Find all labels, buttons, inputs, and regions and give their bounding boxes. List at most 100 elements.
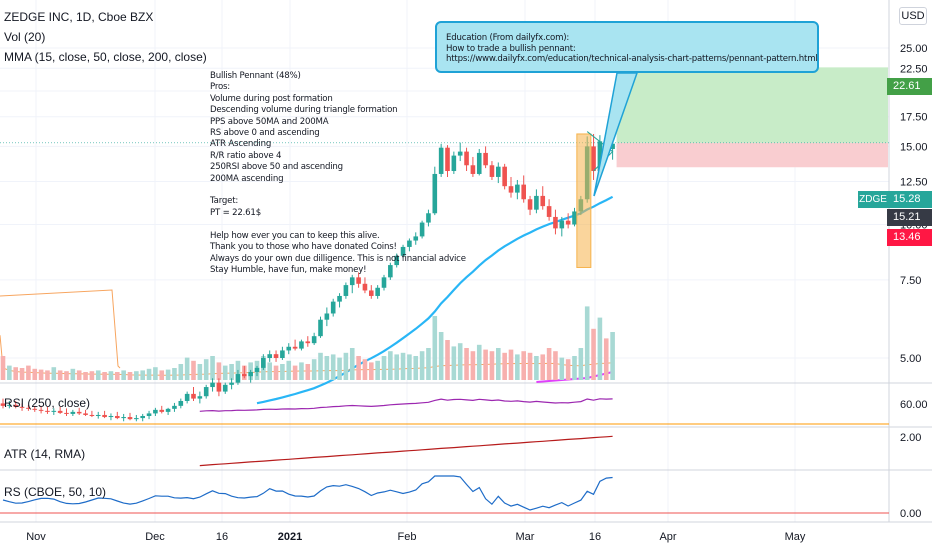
volume-bar xyxy=(32,368,38,380)
candle-body xyxy=(64,412,69,414)
note-line: Volume during post formation xyxy=(210,93,333,104)
volume-bar xyxy=(496,348,501,380)
volume-legend[interactable]: Vol (20) xyxy=(4,30,46,44)
candle-body xyxy=(248,371,253,377)
price-tick-label: 22.50 xyxy=(900,63,928,75)
candle-body xyxy=(483,152,488,166)
volume-bar xyxy=(451,346,457,380)
candle-body xyxy=(388,265,393,278)
candle-body xyxy=(508,186,514,193)
candle-body xyxy=(451,155,457,172)
atr-legend: ATR (14, RMA) xyxy=(4,447,85,461)
volume-bar xyxy=(165,369,171,380)
volume-bar xyxy=(527,352,533,380)
candle-body xyxy=(140,415,145,419)
candle-body xyxy=(330,301,336,314)
candle-body xyxy=(292,346,298,349)
note-line: Bullish Pennant (48%) xyxy=(210,71,301,81)
time-tick-label: Nov xyxy=(26,531,46,543)
volume-bar xyxy=(591,328,596,380)
candle-body xyxy=(70,411,76,414)
candle-body xyxy=(565,220,571,225)
mma-legend[interactable]: MMA (15, close, 50, close, 200, close) xyxy=(4,50,207,64)
note-line: Thank you to those who have donated Coin… xyxy=(210,242,397,253)
candle-body xyxy=(229,382,234,385)
candle-body xyxy=(159,409,165,412)
candle-body xyxy=(349,277,355,286)
price-candles xyxy=(0,133,615,422)
education-callout: Education (From dailyfx.com): How to tra… xyxy=(435,21,819,73)
candle-body xyxy=(343,285,349,296)
volume-bar xyxy=(222,365,228,380)
volume-bar xyxy=(565,359,571,380)
candle-body xyxy=(76,411,82,414)
candle-body xyxy=(591,146,596,172)
candle-body xyxy=(476,152,482,174)
volume-bar xyxy=(64,371,69,380)
price-tick-label: 17.50 xyxy=(900,112,928,124)
candle-body xyxy=(115,415,120,419)
note-line: Always do your own due dilligence. This … xyxy=(210,253,466,264)
volume-bar xyxy=(330,354,336,380)
risk-reward-zones xyxy=(0,67,889,168)
volume-bar xyxy=(553,351,558,380)
volume-bar xyxy=(470,351,476,380)
candle-body xyxy=(165,408,171,412)
candle-body xyxy=(337,295,342,302)
candle-body xyxy=(146,413,152,416)
volume-bar xyxy=(7,365,12,380)
volume-bar xyxy=(45,370,50,380)
candle-body xyxy=(19,406,25,408)
candle-body xyxy=(89,414,95,416)
volume-bar xyxy=(464,348,469,380)
candle-body xyxy=(280,350,285,358)
volume-bar xyxy=(489,351,495,380)
volume-bar xyxy=(578,348,584,380)
volume-bar xyxy=(134,371,139,380)
volume-bar xyxy=(502,352,507,380)
candle-body xyxy=(521,184,526,200)
note-line: Stay Humble, have fun, make money! xyxy=(210,264,367,275)
candle-body xyxy=(572,211,577,225)
volume-bar xyxy=(362,359,368,380)
candle-body xyxy=(438,147,444,174)
volume-bar xyxy=(229,364,234,380)
candle-body xyxy=(210,382,215,388)
education-link[interactable]: https://www.dailyfx.com/education/techni… xyxy=(446,54,818,64)
candle-body xyxy=(400,246,406,256)
candle-body xyxy=(267,354,272,358)
volume-bar xyxy=(610,332,615,380)
volume-bar xyxy=(445,340,450,380)
candle-body xyxy=(261,358,266,368)
volume-bar xyxy=(51,367,57,380)
candle-body xyxy=(610,143,615,149)
volume-bar xyxy=(419,351,425,380)
candle-body xyxy=(527,199,533,210)
volume-bar xyxy=(375,360,380,380)
volume-bar xyxy=(292,365,298,380)
volume-bar xyxy=(89,371,95,380)
note-line: PPS above 50MA and 200MA xyxy=(210,116,329,127)
volume-bar xyxy=(38,369,44,380)
candle-body xyxy=(540,195,546,207)
candle-body xyxy=(362,283,368,291)
volume-bar xyxy=(267,362,272,380)
volume-bar xyxy=(108,371,114,380)
note-line: Pros: xyxy=(210,82,231,93)
volume-bar xyxy=(343,352,349,380)
volume-bar xyxy=(76,370,82,380)
indicator-tick-label: 0.00 xyxy=(900,508,921,520)
candle-body xyxy=(381,277,387,288)
candle-body xyxy=(496,166,501,177)
candle-body xyxy=(235,374,241,383)
volume-bar xyxy=(203,359,209,380)
last-price-tag: 15.28 xyxy=(887,191,932,208)
candle-body xyxy=(95,414,101,416)
candle-body xyxy=(464,151,469,166)
currency-button[interactable]: USD xyxy=(899,7,927,25)
candle-body xyxy=(83,413,88,415)
candle-body xyxy=(394,255,399,266)
volume-bar xyxy=(540,354,546,380)
price-tick-label: 15.00 xyxy=(900,141,928,153)
